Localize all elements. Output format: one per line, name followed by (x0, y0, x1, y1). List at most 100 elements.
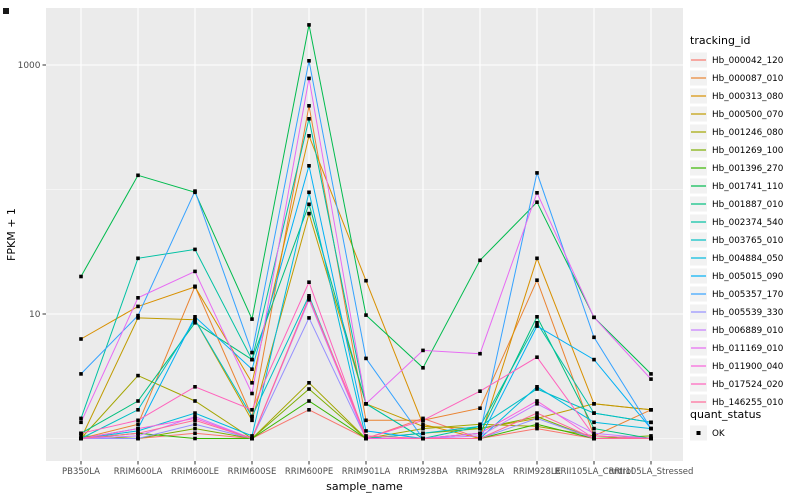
legend-label: Hb_146255_010 (712, 398, 784, 408)
legend-item: Hb_001887_010 (690, 196, 784, 212)
data-point (79, 274, 83, 279)
x-tick-label: PB350LA (62, 467, 100, 477)
data-point (535, 424, 539, 429)
legend-label: Hb_011900_040 (712, 362, 784, 372)
legend-item: Hb_011900_040 (690, 358, 784, 374)
data-point (136, 408, 140, 412)
legend-item: Hb_000500_070 (690, 106, 784, 122)
x-tick-label: RRIM600PE (285, 467, 333, 477)
data-point (307, 381, 311, 385)
corner-mark (3, 8, 9, 14)
data-point (307, 104, 311, 108)
data-point (307, 164, 311, 168)
data-point (193, 416, 197, 421)
data-point (364, 418, 368, 423)
data-point (421, 424, 425, 429)
x-tick-label: RRIM928BA (398, 467, 448, 477)
data-point (136, 434, 140, 438)
data-point (535, 191, 539, 195)
data-point (136, 429, 140, 433)
legend-label: Hb_002374_540 (712, 218, 784, 228)
data-point (478, 434, 482, 438)
data-point (478, 424, 482, 429)
data-point (193, 247, 197, 252)
legend-item: Hb_000313_080 (690, 88, 784, 104)
data-point (592, 431, 596, 436)
legend-item: Hb_006889_010 (690, 322, 784, 338)
data-point (421, 418, 425, 423)
data-point (136, 399, 140, 403)
legend-item: Hb_017524_020 (690, 376, 784, 392)
data-point (478, 406, 482, 410)
data-point (535, 399, 539, 403)
data-point (307, 298, 311, 302)
data-point (307, 399, 311, 403)
x-tick-label: RRIM928LE (513, 467, 561, 477)
data-point (136, 436, 140, 441)
data-point (307, 117, 311, 121)
legend-label: Hb_001887_010 (712, 200, 784, 210)
data-point (250, 414, 254, 419)
data-point (649, 420, 653, 425)
x-tick-label: RRIM901LA (342, 467, 391, 477)
legend-item: Hb_146255_010 (690, 394, 784, 410)
data-point (250, 350, 254, 355)
data-point (307, 76, 311, 81)
data-point (250, 317, 254, 321)
data-point (649, 372, 653, 376)
data-point (250, 367, 254, 371)
data-point (307, 387, 311, 391)
legend-item: Hb_000042_120 (690, 52, 784, 68)
legend-item: Hb_001396_270 (690, 160, 784, 176)
data-point (535, 256, 539, 261)
data-point (79, 431, 83, 436)
data-point (136, 296, 140, 300)
data-point (307, 280, 311, 284)
legend-title: tracking_id (690, 34, 751, 47)
legend-label: Hb_001396_270 (712, 164, 784, 174)
data-point (478, 431, 482, 436)
data-point (307, 296, 311, 300)
data-point (193, 317, 197, 322)
data-point (592, 402, 596, 406)
legend-label: Hb_000313_080 (712, 92, 784, 102)
data-point (364, 434, 368, 438)
data-point (193, 414, 197, 419)
data-point (592, 315, 596, 320)
legend-item: Hb_001246_080 (690, 124, 784, 140)
data-point (307, 190, 311, 195)
legend-label: Hb_017524_020 (712, 380, 784, 390)
data-point (193, 269, 197, 274)
data-point (250, 434, 254, 438)
data-point (79, 372, 83, 376)
legend-item: Hb_003765_010 (690, 232, 784, 248)
data-point (592, 426, 596, 431)
data-point (535, 402, 539, 406)
legend-label: Hb_001741_110 (712, 182, 784, 192)
data-point (535, 278, 539, 282)
data-point (535, 200, 539, 204)
data-point (535, 385, 539, 389)
data-point (421, 426, 425, 431)
legend-label: Hb_006889_010 (712, 326, 784, 336)
data-point (421, 348, 425, 353)
data-point (79, 434, 83, 438)
data-point (136, 422, 140, 427)
data-point (250, 357, 254, 362)
legend-label: Hb_001246_080 (712, 128, 784, 138)
data-point (193, 418, 197, 423)
quant-legend-title: quant_status (690, 408, 762, 421)
data-point (535, 414, 539, 419)
legend-label: Hb_003765_010 (712, 236, 784, 246)
legend-item: Hb_004884_050 (690, 250, 784, 266)
data-point (535, 171, 539, 175)
legend-label: Hb_011169_010 (712, 344, 784, 354)
data-point (364, 436, 368, 441)
legend-label: Hb_001269_100 (712, 146, 784, 156)
data-point (592, 357, 596, 362)
data-point (79, 416, 83, 421)
legend-label: Hb_000500_070 (712, 110, 784, 120)
x-tick-label: RRIM600SE (228, 467, 277, 477)
data-point (364, 402, 368, 406)
